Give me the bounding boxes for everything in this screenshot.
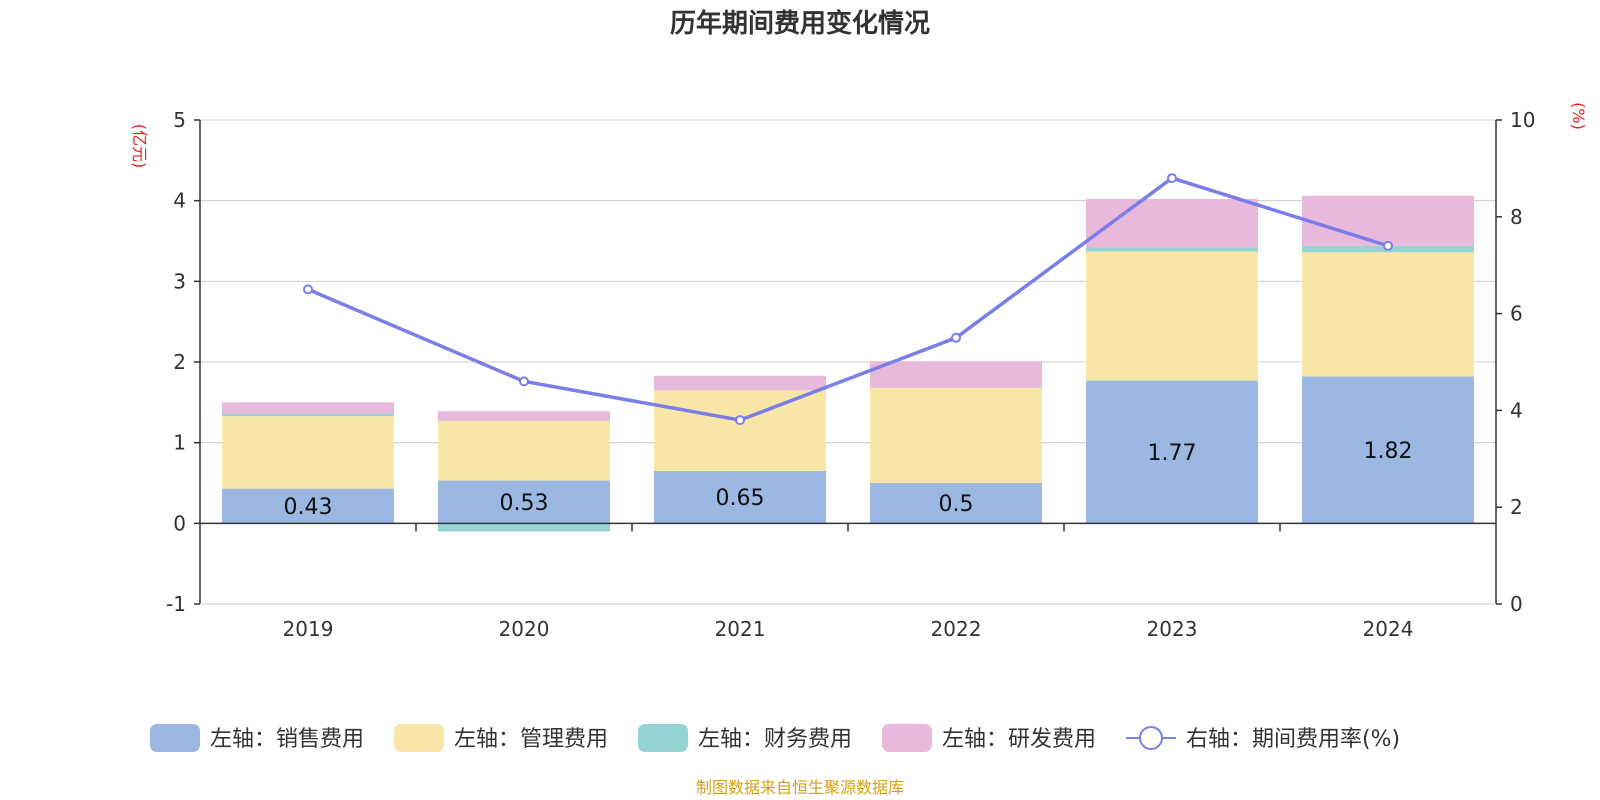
bar-segment [438,523,610,532]
legend-swatch [150,724,200,752]
bar-segment [1302,195,1474,246]
bar-segment [1086,199,1258,248]
rate-point [735,415,745,426]
bar-segment [222,488,394,524]
bars [222,195,1474,532]
bar-segment [222,402,394,414]
left-tick-label: 2 [173,350,186,374]
left-axis-unit: (亿元) [130,124,149,169]
rate-point [303,284,313,295]
right-tick-label: 8 [1510,205,1523,229]
left-tick-label: 0 [173,511,186,535]
bar-segment [870,387,1042,483]
legend-swatch [882,724,932,752]
right-tick-label: 6 [1510,302,1523,326]
rate-point [1167,173,1177,184]
data-labels: 0.43 0.53 0.65 0.5 1.77 1.82 [284,439,1413,520]
grid [200,119,1496,605]
right-axis-unit: (%) [1569,102,1588,130]
right-tick-label: 0 [1510,592,1523,616]
bar-segment [438,420,610,481]
left-tick-label: 1 [173,431,186,455]
bar-segment [1086,247,1258,252]
legend-line-marker [1139,726,1163,750]
category-label: 2023 [1147,617,1198,641]
rate-point [519,376,529,387]
chart-title: 历年期间费用变化情况 [670,8,930,39]
legend-label: 左轴：销售费用 [210,727,364,752]
bar-value-label: 0.43 [284,495,333,520]
bar-value-label: 0.53 [500,491,549,516]
bar-segment [1086,251,1258,381]
rate-point [951,332,961,343]
left-tick-label: 5 [173,108,186,132]
legend-label: 左轴：研发费用 [942,727,1096,752]
category-label: 2022 [931,617,982,641]
bar-segment [222,413,394,417]
legend-label: 左轴：财务费用 [698,727,852,752]
category-label: 2021 [715,617,766,641]
legend-swatch [394,724,444,752]
bar-value-label: 0.5 [939,492,974,517]
bar-segment [654,390,826,471]
bar-segment [870,483,1042,524]
bar-segment [438,480,610,524]
source-note: 制图数据来自恒生聚源数据库 [696,778,904,797]
legend: 左轴：销售费用 左轴：管理费用 左轴：财务费用 左轴：研发费用 右轴：期间费用率(%) [150,724,1400,752]
legend-label: 右轴：期间费用率(%) [1186,727,1400,752]
bar-value-label: 1.82 [1364,439,1413,464]
left-tick-label: -1 [166,592,186,616]
rate-line [303,173,1393,426]
right-tick-label: 2 [1510,495,1523,519]
bar-segment [1302,252,1474,377]
category-label: 2024 [1363,617,1414,641]
bar-segment [222,416,394,489]
left-tick-label: 4 [173,189,186,213]
category-label: 2020 [499,617,550,641]
legend-label: 左轴：管理费用 [454,727,608,752]
bar-segment [654,375,826,391]
bar-segment [1086,380,1258,524]
left-tick-label: 3 [173,269,186,293]
rate-point [1383,240,1393,251]
right-tick-label: 4 [1510,398,1523,422]
bar-segment [438,411,610,421]
right-tick-label: 10 [1510,108,1535,132]
legend-swatch [638,724,688,752]
rate-polyline [307,176,1389,422]
bar-segment [1302,376,1474,524]
bar-segment [870,361,1042,388]
bar-segment [654,470,826,524]
bar-value-label: 1.77 [1148,441,1197,466]
bar-value-label: 0.65 [716,486,765,511]
category-label: 2019 [283,617,334,641]
